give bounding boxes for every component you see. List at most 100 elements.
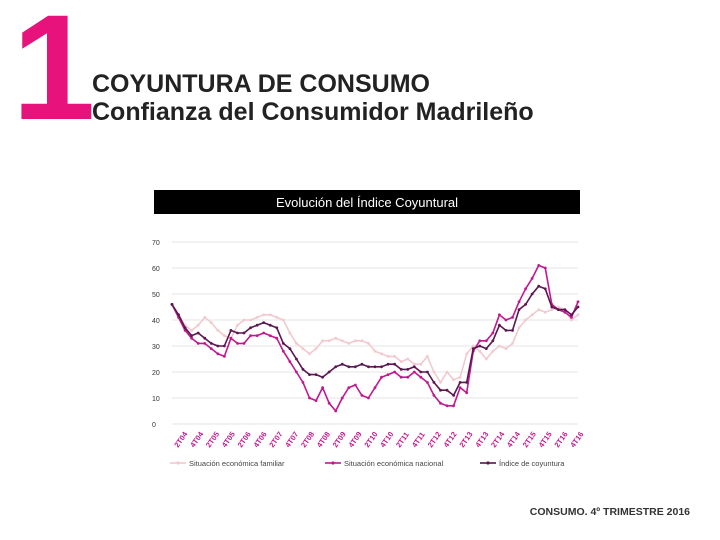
data-point [236,323,239,327]
data-point [340,396,344,400]
y-tick-label: 30 [152,344,160,351]
data-point [301,368,305,371]
data-point [268,323,272,327]
data-point [183,326,187,330]
data-point [576,300,580,304]
data-point [570,313,573,317]
data-point [478,344,482,348]
data-point [340,362,344,366]
line-chart: 0102030405060702T044T042T054T052T064T062… [152,240,585,468]
y-tick-label: 10 [152,396,160,403]
data-point [543,310,547,314]
section-number: 1 [12,0,95,151]
data-point [203,336,207,340]
data-point [576,305,580,309]
y-tick-label: 0 [152,422,156,429]
data-point [432,394,436,397]
x-tick-label: 2T08 [299,430,316,449]
data-point [321,375,325,379]
data-point [308,396,311,400]
data-point [255,334,259,337]
data-point [537,308,541,311]
data-point [570,316,573,319]
data-point [360,394,364,397]
legend-marker [486,461,490,465]
data-point [190,329,194,332]
y-tick-label: 20 [152,370,160,377]
legend-label: Situación económica familiar [189,459,285,468]
data-point [222,355,226,358]
data-point [295,357,298,361]
data-point [229,336,233,340]
data-point [281,342,285,345]
data-point [281,349,285,353]
data-point [406,368,410,371]
series-line [171,285,579,397]
y-tick-label: 60 [152,266,160,273]
data-point [419,375,423,379]
data-point [406,375,410,379]
x-tick-label: 2T15 [521,430,538,449]
data-point [327,339,331,343]
data-point [295,370,298,374]
data-point [432,370,436,374]
data-point [334,336,338,340]
data-point [530,292,534,296]
data-point [393,355,397,358]
data-point [412,365,416,369]
data-point [196,331,200,335]
data-point [353,365,357,369]
data-point [222,334,226,337]
x-tick-label: 2T12 [426,430,443,449]
data-point [393,370,397,374]
data-point [216,344,220,348]
data-point [262,321,266,324]
data-point [465,381,469,384]
y-tick-label: 40 [152,318,160,325]
data-point [386,355,390,358]
data-point [216,329,220,332]
legend-label: Situación económica nacional [344,459,444,468]
data-point [491,331,495,335]
data-point [216,352,220,356]
data-point [196,342,200,345]
data-point [321,386,325,389]
data-point [419,362,423,366]
data-point [517,326,521,330]
data-point [203,342,207,345]
x-tick-label: 2T05 [204,430,221,449]
data-point [425,355,429,358]
y-tick-label: 70 [152,240,160,247]
data-point [484,339,488,343]
data-point [504,318,508,322]
data-point [452,378,455,382]
data-point [576,313,580,317]
chart-title-banner: Evolución del Índice Coyuntural [154,190,580,214]
y-tick-label: 50 [152,292,160,299]
data-point [458,386,462,389]
x-tick-label: 2T06 [236,430,253,449]
data-point [367,365,370,369]
data-point [556,305,560,309]
data-point [445,388,449,392]
x-tick-label: 4T16 [568,430,585,449]
data-point [327,370,331,374]
data-point [275,316,279,319]
x-tick-label: 4T05 [220,430,237,449]
x-tick-label: 2T07 [267,430,284,449]
data-point [190,334,194,337]
data-point [314,399,318,402]
data-point [301,347,305,350]
data-point [498,313,501,317]
data-point [236,331,239,335]
page-title: COYUNTURA DE CONSUMO [92,70,430,98]
data-point [249,334,252,337]
data-point [203,316,207,319]
data-point [478,349,482,353]
data-point [419,370,423,374]
data-point [491,339,495,343]
data-point [511,342,514,345]
data-point [236,342,239,345]
data-point [537,284,541,288]
x-tick-label: 4T04 [188,429,206,449]
